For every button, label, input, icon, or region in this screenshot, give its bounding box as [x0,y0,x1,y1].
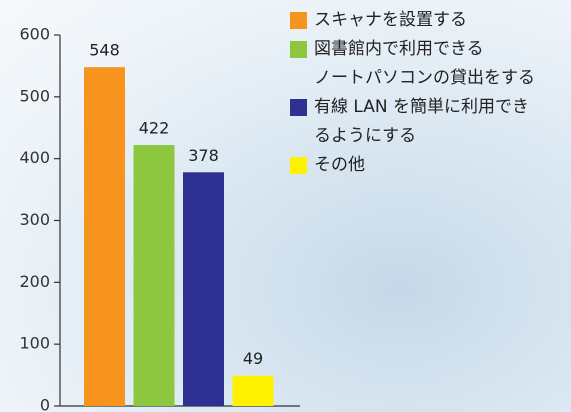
y-tick-label: 0 [40,396,50,412]
y-tick-label: 300 [19,210,50,229]
y-tick-label: 400 [19,148,50,167]
bar [183,172,224,406]
data-label: 378 [188,146,219,165]
legend-swatch [290,157,307,174]
legend-swatch [290,99,307,116]
y-tick-label: 600 [19,25,50,44]
legend-label: スキャナを設置する [314,10,467,30]
legend: スキャナを設置する図書館内で利用できる ノートパソコンの貸出をする 有線 LAN … [290,6,571,180]
data-label: 548 [89,41,120,60]
data-label: 422 [139,119,170,138]
bar [84,67,125,407]
legend-label: 図書館内で利用できる ノートパソコンの貸出をする [314,39,535,88]
legend-item: その他 [290,151,571,180]
legend-item: 図書館内で利用できる ノートパソコンの貸出をする [290,35,571,93]
legend-label: その他 [314,155,365,175]
y-tick-label: 100 [19,334,50,353]
legend-item: 有線 LAN を簡単に利用でき るようにする [290,93,571,151]
y-tick-label: 500 [19,86,50,105]
legend-label: 有線 LAN を簡単に利用でき るようにする [314,97,530,146]
bar [232,375,274,406]
data-label: 49 [243,349,263,368]
legend-swatch [290,41,307,58]
bar [133,145,175,406]
legend-swatch [290,12,307,29]
legend-item: スキャナを設置する [290,6,571,35]
y-tick-label: 200 [19,272,50,291]
